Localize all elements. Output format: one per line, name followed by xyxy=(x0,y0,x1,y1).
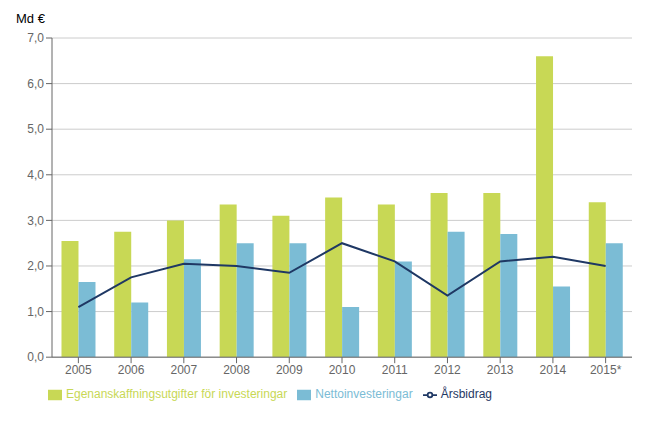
svg-text:3,0: 3,0 xyxy=(27,214,44,228)
svg-text:2015*: 2015* xyxy=(590,363,622,377)
svg-text:1,0: 1,0 xyxy=(27,305,44,319)
svg-text:2011: 2011 xyxy=(382,363,408,377)
html-text:Egenanskaffningsutgifter för i: Egenanskaffningsutgifter för investering… xyxy=(66,387,288,402)
svg-text:2009: 2009 xyxy=(276,363,303,377)
svg-text:2013: 2013 xyxy=(487,363,514,377)
svg-text:2007: 2007 xyxy=(170,363,197,377)
html-text:Nettoinvesteringar: Nettoinvesteringar xyxy=(315,387,413,402)
svg-text:4,0: 4,0 xyxy=(27,168,44,182)
svg-text:2006: 2006 xyxy=(118,363,145,377)
svg-text:2,0: 2,0 xyxy=(27,259,44,273)
html-text:Md €: Md € xyxy=(16,11,45,26)
svg-text:2005: 2005 xyxy=(65,363,92,377)
svg-text:6,0: 6,0 xyxy=(27,77,44,91)
svg-text:2012: 2012 xyxy=(434,363,461,377)
html-text:Årsbidrag: Årsbidrag xyxy=(440,387,492,402)
svg-text:5,0: 5,0 xyxy=(27,122,44,136)
svg-text:2014: 2014 xyxy=(540,363,567,377)
svg-text:0,0: 0,0 xyxy=(27,350,44,364)
svg-text:2010: 2010 xyxy=(329,363,356,377)
svg-text:2008: 2008 xyxy=(223,363,250,377)
svg-text:7,0: 7,0 xyxy=(27,31,44,45)
